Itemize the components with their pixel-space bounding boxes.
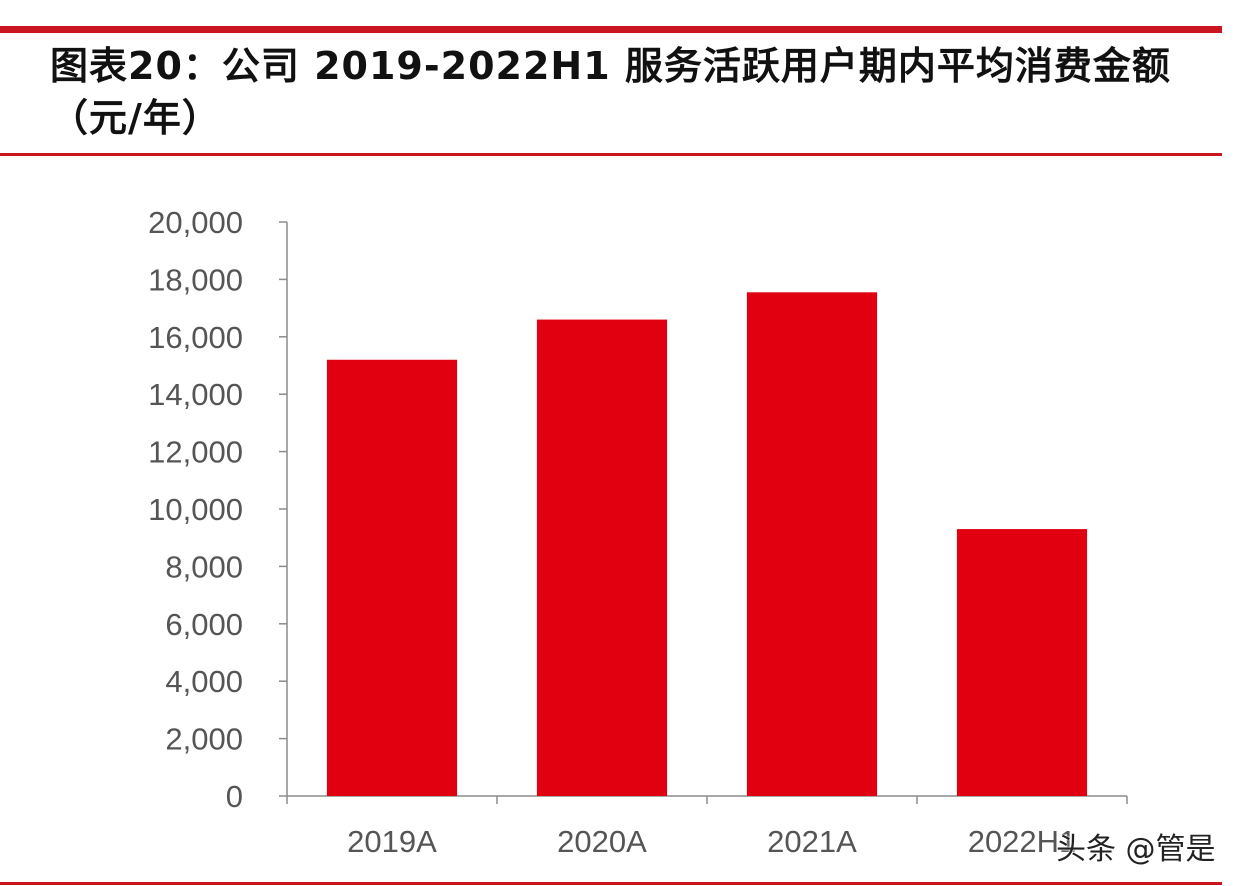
y-tick-label: 6,000 <box>165 607 243 642</box>
top-rule <box>0 26 1222 33</box>
bar-2022H1 <box>956 529 1088 796</box>
x-tick-label: 2021A <box>767 824 857 859</box>
bars <box>326 292 1088 796</box>
y-tick-label: 0 <box>226 779 243 814</box>
y-tick-label: 4,000 <box>165 664 243 699</box>
watermark: 头条 @管是 <box>1056 832 1216 867</box>
y-tick-label: 2,000 <box>165 722 243 757</box>
y-tick-label: 10,000 <box>148 492 243 527</box>
bar-2020A <box>536 319 668 796</box>
y-tick-label: 12,000 <box>148 435 243 470</box>
x-tick-label: 2019A <box>347 824 437 859</box>
y-tick-label: 16,000 <box>148 320 243 355</box>
y-tick-label: 8,000 <box>165 549 243 584</box>
chart-title: 图表20：公司 2019-2022H1 服务活跃用户期内平均消费金额（元/年） <box>50 44 1171 140</box>
y-tick-label: 18,000 <box>148 262 243 297</box>
bar-2019A <box>326 359 458 796</box>
x-tick-label: 2020A <box>557 824 647 859</box>
y-tick-label: 14,000 <box>148 377 243 412</box>
x-axis: 2019A 2020A 2021A 2022H1 <box>286 795 1128 859</box>
title-underline-rule <box>0 153 1222 156</box>
bottom-rule <box>0 882 1222 885</box>
y-tick-label: 20,000 <box>148 205 243 240</box>
y-axis: 0 2,000 4,000 6,000 8,000 10,000 12,000 14,000 1… <box>148 205 288 814</box>
x-tick-label: 2022H1 <box>968 824 1077 859</box>
bar-2021A <box>746 292 878 796</box>
